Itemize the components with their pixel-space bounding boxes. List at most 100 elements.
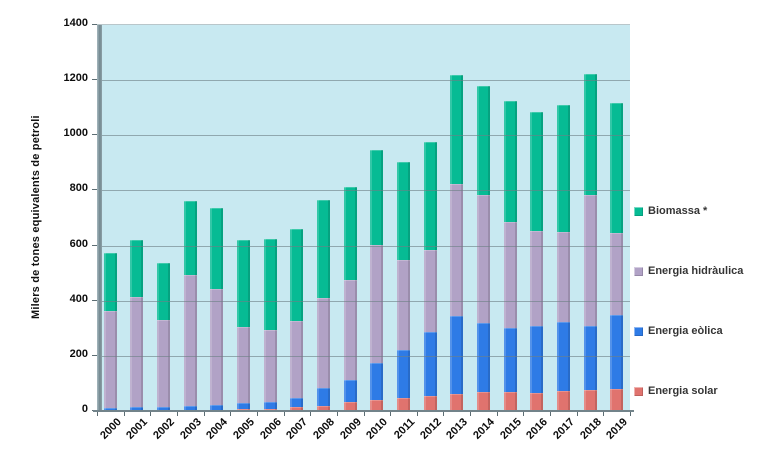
bar-segment-energia-e-lica	[476, 322, 490, 393]
bar-segment-energia-e-lica	[556, 322, 570, 392]
bar-segment-biomassa	[210, 207, 224, 289]
bar-segment-biomassa	[396, 162, 410, 260]
y-tick-label: 1000	[63, 127, 88, 140]
bar-2008	[317, 25, 331, 411]
x-tick-label-text: 2003	[177, 416, 204, 442]
x-tick-mark	[283, 412, 285, 416]
bar-2017	[556, 25, 570, 411]
legend-item-energia-hidr-ulica: Energia hidràulica	[634, 265, 743, 277]
bar-segment-energia-e-lica	[503, 328, 517, 392]
bar-segment-biomassa	[556, 105, 570, 233]
y-tick-mark	[92, 244, 97, 246]
plot-area	[97, 24, 630, 411]
bar-segment-energia-hidr-ulica	[210, 288, 224, 405]
x-tick-label-text: 2007	[284, 416, 311, 442]
x-tick-mark	[97, 412, 98, 416]
bar-segment-energia-e-lica	[370, 362, 384, 400]
x-tick-label-text: 2011	[391, 416, 417, 442]
x-tick-mark	[630, 412, 631, 416]
x-tick-mark	[603, 412, 605, 416]
bar-segment-energia-solar	[556, 391, 570, 411]
bar-segment-energia-hidr-ulica	[317, 297, 331, 388]
legend-item-biomassa: Biomassa *	[634, 205, 707, 217]
y-tick-label: 800	[69, 182, 88, 195]
x-tick-label-text: 2000	[97, 416, 124, 442]
x-tick-mark	[470, 412, 472, 416]
legend-label: Biomassa *	[648, 205, 708, 217]
bar-segment-energia-solar	[396, 397, 410, 411]
bar-segment-energia-hidr-ulica	[263, 329, 277, 402]
x-tick-mark	[256, 412, 258, 416]
bar-segment-energia-e-lica	[583, 326, 597, 391]
bar-segment-biomassa	[130, 240, 144, 297]
legend-item-energia-e-lica: Energia eòlica	[634, 325, 723, 337]
x-tick-label-text: 2002	[151, 416, 178, 442]
bar-segment-energia-e-lica	[530, 325, 544, 393]
y-tick-label: 600	[69, 237, 88, 250]
x-tick-label-text: 2008	[311, 416, 338, 442]
bar-segment-energia-e-lica	[343, 379, 357, 402]
bar-segment-energia-hidr-ulica	[530, 230, 544, 326]
legend: Biomassa * Energia hidràulica Energia eòli…	[634, 0, 764, 474]
x-tick-mark	[496, 412, 498, 416]
bars-layer	[97, 25, 630, 411]
bar-segment-energia-hidr-ulica	[396, 259, 410, 350]
bar-segment-energia-e-lica	[396, 349, 410, 398]
bar-segment-biomassa	[610, 103, 624, 233]
bar-2012	[423, 25, 437, 411]
y-axis-wall	[97, 25, 102, 411]
x-axis-line	[93, 410, 634, 412]
bar-segment-energia-hidr-ulica	[290, 321, 304, 398]
bar-segment-biomassa	[263, 238, 277, 330]
bar-segment-energia-solar	[370, 399, 384, 411]
y-tick-mark	[92, 299, 97, 301]
bar-segment-biomassa	[370, 149, 384, 246]
bar-segment-energia-solar	[583, 390, 597, 411]
x-tick-mark	[203, 412, 205, 416]
bar-segment-biomassa	[290, 229, 304, 322]
bar-segment-energia-hidr-ulica	[583, 195, 597, 327]
bar-segment-energia-solar	[290, 407, 304, 411]
x-tick-mark	[363, 412, 365, 416]
y-tick-label: 0	[81, 403, 88, 415]
legend-label: Energia hidràulica	[648, 265, 744, 277]
bar-segment-biomassa	[530, 112, 544, 231]
x-tick-mark	[230, 412, 232, 416]
x-tick-label-text: 2005	[231, 416, 258, 442]
bar-segment-energia-e-lica	[317, 387, 331, 407]
x-tick-mark	[390, 412, 392, 416]
bar-segment-energia-hidr-ulica	[556, 232, 570, 323]
x-tick-label-text: 2018	[577, 416, 604, 442]
y-tick-mark	[92, 79, 97, 81]
x-tick-mark	[176, 412, 178, 416]
bar-segment-energia-hidr-ulica	[183, 274, 197, 407]
bar-2019	[610, 25, 624, 411]
y-tick-mark	[92, 134, 97, 136]
bar-segment-energia-solar	[423, 395, 437, 411]
bar-2014	[476, 25, 490, 411]
x-tick-mark	[123, 412, 125, 416]
bar-segment-biomassa	[157, 262, 171, 320]
bar-segment-energia-e-lica	[130, 406, 144, 411]
bar-2004	[210, 25, 224, 411]
x-tick-mark	[576, 412, 578, 416]
x-tick-label-text: 2017	[551, 416, 577, 442]
bar-2009	[343, 25, 357, 411]
bar-segment-energia-e-lica	[290, 397, 304, 408]
bar-segment-biomassa	[503, 101, 517, 222]
y-tick-mark	[92, 24, 97, 25]
bar-segment-energia-hidr-ulica	[103, 311, 117, 408]
bar-segment-energia-hidr-ulica	[343, 279, 357, 380]
bar-segment-energia-e-lica	[103, 407, 117, 411]
bar-segment-energia-solar	[317, 406, 331, 411]
bar-segment-biomassa	[583, 74, 597, 196]
bar-segment-energia-hidr-ulica	[610, 232, 624, 315]
bar-segment-biomassa	[183, 201, 197, 275]
bar-segment-biomassa	[450, 75, 464, 185]
bar-segment-energia-hidr-ulica	[450, 184, 464, 316]
bar-segment-energia-solar	[530, 392, 544, 411]
bar-segment-biomassa	[423, 141, 437, 250]
bar-segment-biomassa	[317, 200, 331, 298]
x-tick-label-text: 2012	[417, 416, 444, 442]
